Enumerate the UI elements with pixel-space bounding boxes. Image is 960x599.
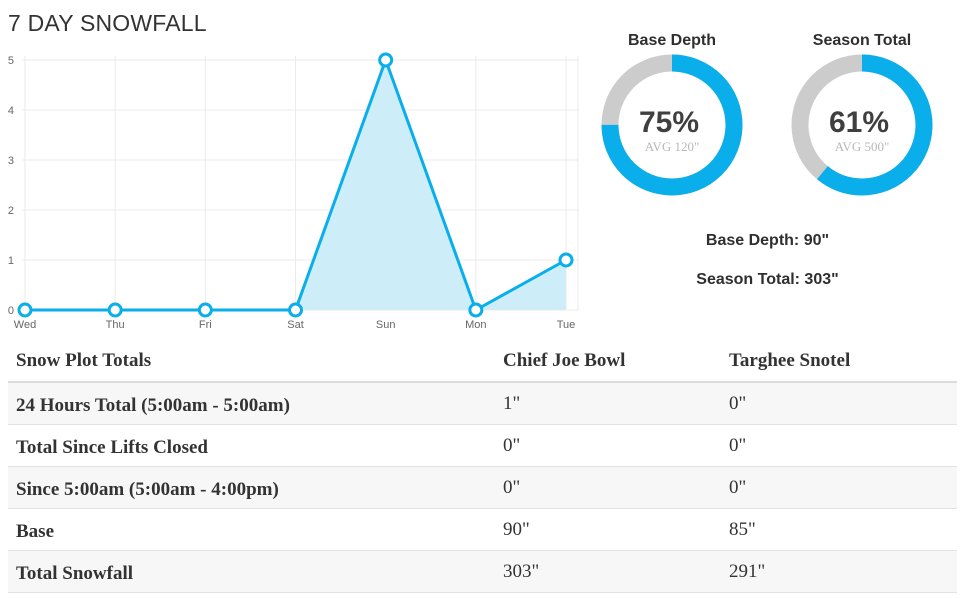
column-header: Snow Plot Totals xyxy=(8,340,495,383)
table-row: Total Since Lifts Closed 0" 0" xyxy=(8,424,957,467)
table-cell: 303" xyxy=(495,550,721,593)
gauge-percent: 75% xyxy=(639,106,699,139)
y-tick-label: 0 xyxy=(8,305,14,317)
x-tick-label: Tue xyxy=(557,319,576,331)
chart-title: 7 DAY SNOWFALL xyxy=(8,10,207,36)
gauge-title: Season Total xyxy=(812,32,912,49)
row-label: 24 Hours Total (5:00am - 5:00am) xyxy=(8,382,495,425)
y-tick-label: 5 xyxy=(8,55,14,67)
row-label: Since 5:00am (5:00am - 4:00pm) xyxy=(8,466,495,509)
gauge-arc xyxy=(791,54,933,196)
table-cell: 0" xyxy=(495,466,721,509)
row-label: Total Since Lifts Closed xyxy=(8,424,495,467)
table-cell: 0" xyxy=(721,382,957,425)
column-header: Chief Joe Bowl xyxy=(495,340,721,383)
row-label: Total Snowfall xyxy=(8,550,495,593)
snowfall-chart: 0 1 2 3 4 5 Wed Thu Fri Sat Sun Mon Tue xyxy=(8,52,579,331)
table-cell: 0" xyxy=(721,466,957,509)
data-point xyxy=(197,302,213,318)
gauge-average: AVG 120" xyxy=(645,139,700,154)
x-tick-label: Sat xyxy=(287,319,304,331)
base-depth-summary: Base Depth: 90" xyxy=(705,232,830,249)
table-cell: 90" xyxy=(495,508,721,551)
gauge-average: AVG 500" xyxy=(835,139,890,154)
x-tick-label: Sun xyxy=(376,319,396,331)
x-tick-label: Thu xyxy=(106,319,125,331)
x-tick-label: Fri xyxy=(199,319,212,331)
column-header: Targhee Snotel xyxy=(721,340,957,383)
y-tick-label: 1 xyxy=(8,255,14,267)
table-cell: 0" xyxy=(721,424,957,467)
data-point xyxy=(107,302,123,318)
table-row: Base 90" 85" xyxy=(8,508,957,551)
gauge-percent: 61% xyxy=(829,106,889,139)
table-row: 24 Hours Total (5:00am - 5:00am) 1" 0" xyxy=(8,382,957,425)
series-area xyxy=(25,60,566,310)
data-point xyxy=(378,52,394,68)
x-tick-label: Mon xyxy=(465,319,486,331)
y-tick-label: 4 xyxy=(8,105,14,117)
data-point xyxy=(17,302,33,318)
gauge-arc xyxy=(601,54,743,196)
y-tick-label: 2 xyxy=(8,205,14,217)
x-tick-label: Wed xyxy=(14,319,36,331)
base-depth-gauge: Base Depth 75% AVG 120" xyxy=(597,32,747,200)
y-tick-label: 3 xyxy=(8,155,14,167)
season-total-gauge: Season Total 61% AVG 500" xyxy=(787,32,937,200)
data-point xyxy=(288,302,303,318)
season-total-summary: Season Total: 303" xyxy=(696,271,839,288)
table-cell: 291" xyxy=(721,550,957,593)
table-cell: 1" xyxy=(495,382,721,425)
table-header-row: Snow Plot Totals Chief Joe Bowl Targhee … xyxy=(8,340,957,383)
row-label: Base xyxy=(8,508,495,551)
data-point xyxy=(558,252,574,268)
snow-plot-totals-table: Snow Plot Totals Chief Joe Bowl Targhee … xyxy=(8,340,957,593)
gauge-ring: 75% AVG 120" xyxy=(601,54,743,196)
table-cell: 0" xyxy=(495,424,721,467)
table-row: Since 5:00am (5:00am - 4:00pm) 0" 0" xyxy=(8,466,957,509)
table-row: Total Snowfall 303" 291" xyxy=(8,550,957,593)
table-cell: 85" xyxy=(721,508,957,551)
data-point xyxy=(468,302,484,318)
gauge-ring: 61% AVG 500" xyxy=(791,54,933,196)
gauge-title: Base Depth xyxy=(627,32,717,49)
